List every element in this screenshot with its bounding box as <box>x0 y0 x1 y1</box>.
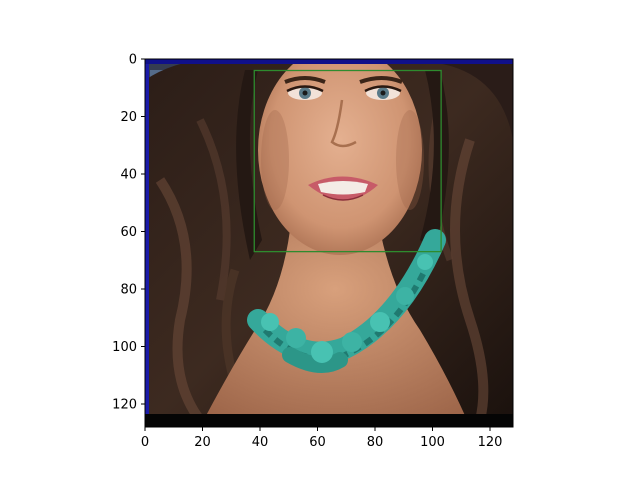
neck-chest <box>200 230 470 427</box>
face-bounding-box <box>253 69 442 253</box>
top-blue-band <box>145 59 513 64</box>
y-axis-ticks: 0 20 40 60 80 100 120 <box>112 53 145 413</box>
y-tick-label: 80 <box>120 283 137 298</box>
y-tick-label: 120 <box>112 398 137 413</box>
mouth <box>308 176 378 201</box>
x-tick-label: 60 <box>309 435 326 450</box>
x-tick-label: 0 <box>141 435 149 450</box>
y-tick-label: 60 <box>120 225 137 240</box>
face <box>258 59 422 255</box>
eyes <box>286 85 402 100</box>
x-tick-label: 40 <box>252 435 269 450</box>
x-tick-label: 120 <box>478 435 503 450</box>
necklace <box>247 229 446 373</box>
y-tick-label: 0 <box>129 53 137 68</box>
axes-frame <box>144 58 514 428</box>
y-tick-label: 20 <box>120 110 137 125</box>
left-blue-edge <box>145 59 149 427</box>
x-tick-label: 80 <box>367 435 384 450</box>
x-tick-label: 100 <box>420 435 445 450</box>
x-tick-label: 20 <box>194 435 211 450</box>
bottom-black-band <box>145 414 513 427</box>
photo <box>145 59 513 427</box>
y-tick-label: 100 <box>112 340 137 355</box>
y-tick-label: 40 <box>120 168 137 183</box>
x-axis-ticks: 0 20 40 60 80 100 120 <box>141 427 503 450</box>
